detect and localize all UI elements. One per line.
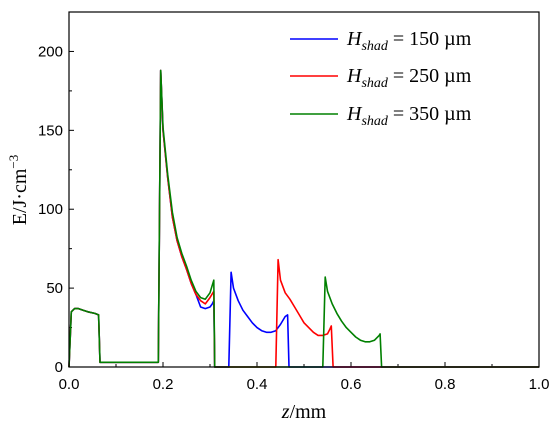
legend-label-150: Hshad = 150 µm <box>346 28 472 54</box>
legend-label-250: Hshad = 250 µm <box>346 65 472 91</box>
y-axis-title: E/J·cm−3 <box>6 155 31 226</box>
legend-150-sub: shad <box>361 39 388 54</box>
legend-350-value: = 350 µm <box>388 103 472 125</box>
y-tick-label: 0 <box>55 359 63 376</box>
y-axis-title-sup: −3 <box>6 155 21 169</box>
legend-250-sub: shad <box>361 76 388 91</box>
legend-150-main: H <box>346 28 363 50</box>
series-layer <box>68 69 539 368</box>
legend-250-main: H <box>346 65 363 87</box>
x-tick-label: 0.8 <box>435 376 456 393</box>
y-axis-title-main: E/J·cm <box>9 168 31 225</box>
y-tick-label: 200 <box>38 43 63 60</box>
x-axis-title: z/mm <box>281 401 327 423</box>
y-tick-label: 50 <box>46 280 63 297</box>
x-tick-label: 1.0 <box>529 376 550 393</box>
x-tick-label: 0.0 <box>59 376 80 393</box>
x-axis-title-italic: z <box>281 401 290 423</box>
x-axis-title-rest: /mm <box>290 401 327 423</box>
y-tick-label: 100 <box>38 201 63 218</box>
y-tick-label: 150 <box>38 122 63 139</box>
x-tick-label: 0.4 <box>247 376 268 393</box>
legend-250-value: = 250 µm <box>388 65 472 87</box>
legend-150-value: = 150 µm <box>388 28 472 50</box>
legend-label-350: Hshad = 350 µm <box>346 103 472 129</box>
legend-350-main: H <box>346 103 363 125</box>
legend: Hshad = 150 µm Hshad = 250 µm Hshad = 35… <box>290 28 472 129</box>
x-tick-label: 0.2 <box>153 376 174 393</box>
x-tick-label: 0.6 <box>341 376 362 393</box>
plot-frame <box>68 11 540 368</box>
legend-350-sub: shad <box>361 114 388 129</box>
series-line-2 <box>68 69 539 368</box>
